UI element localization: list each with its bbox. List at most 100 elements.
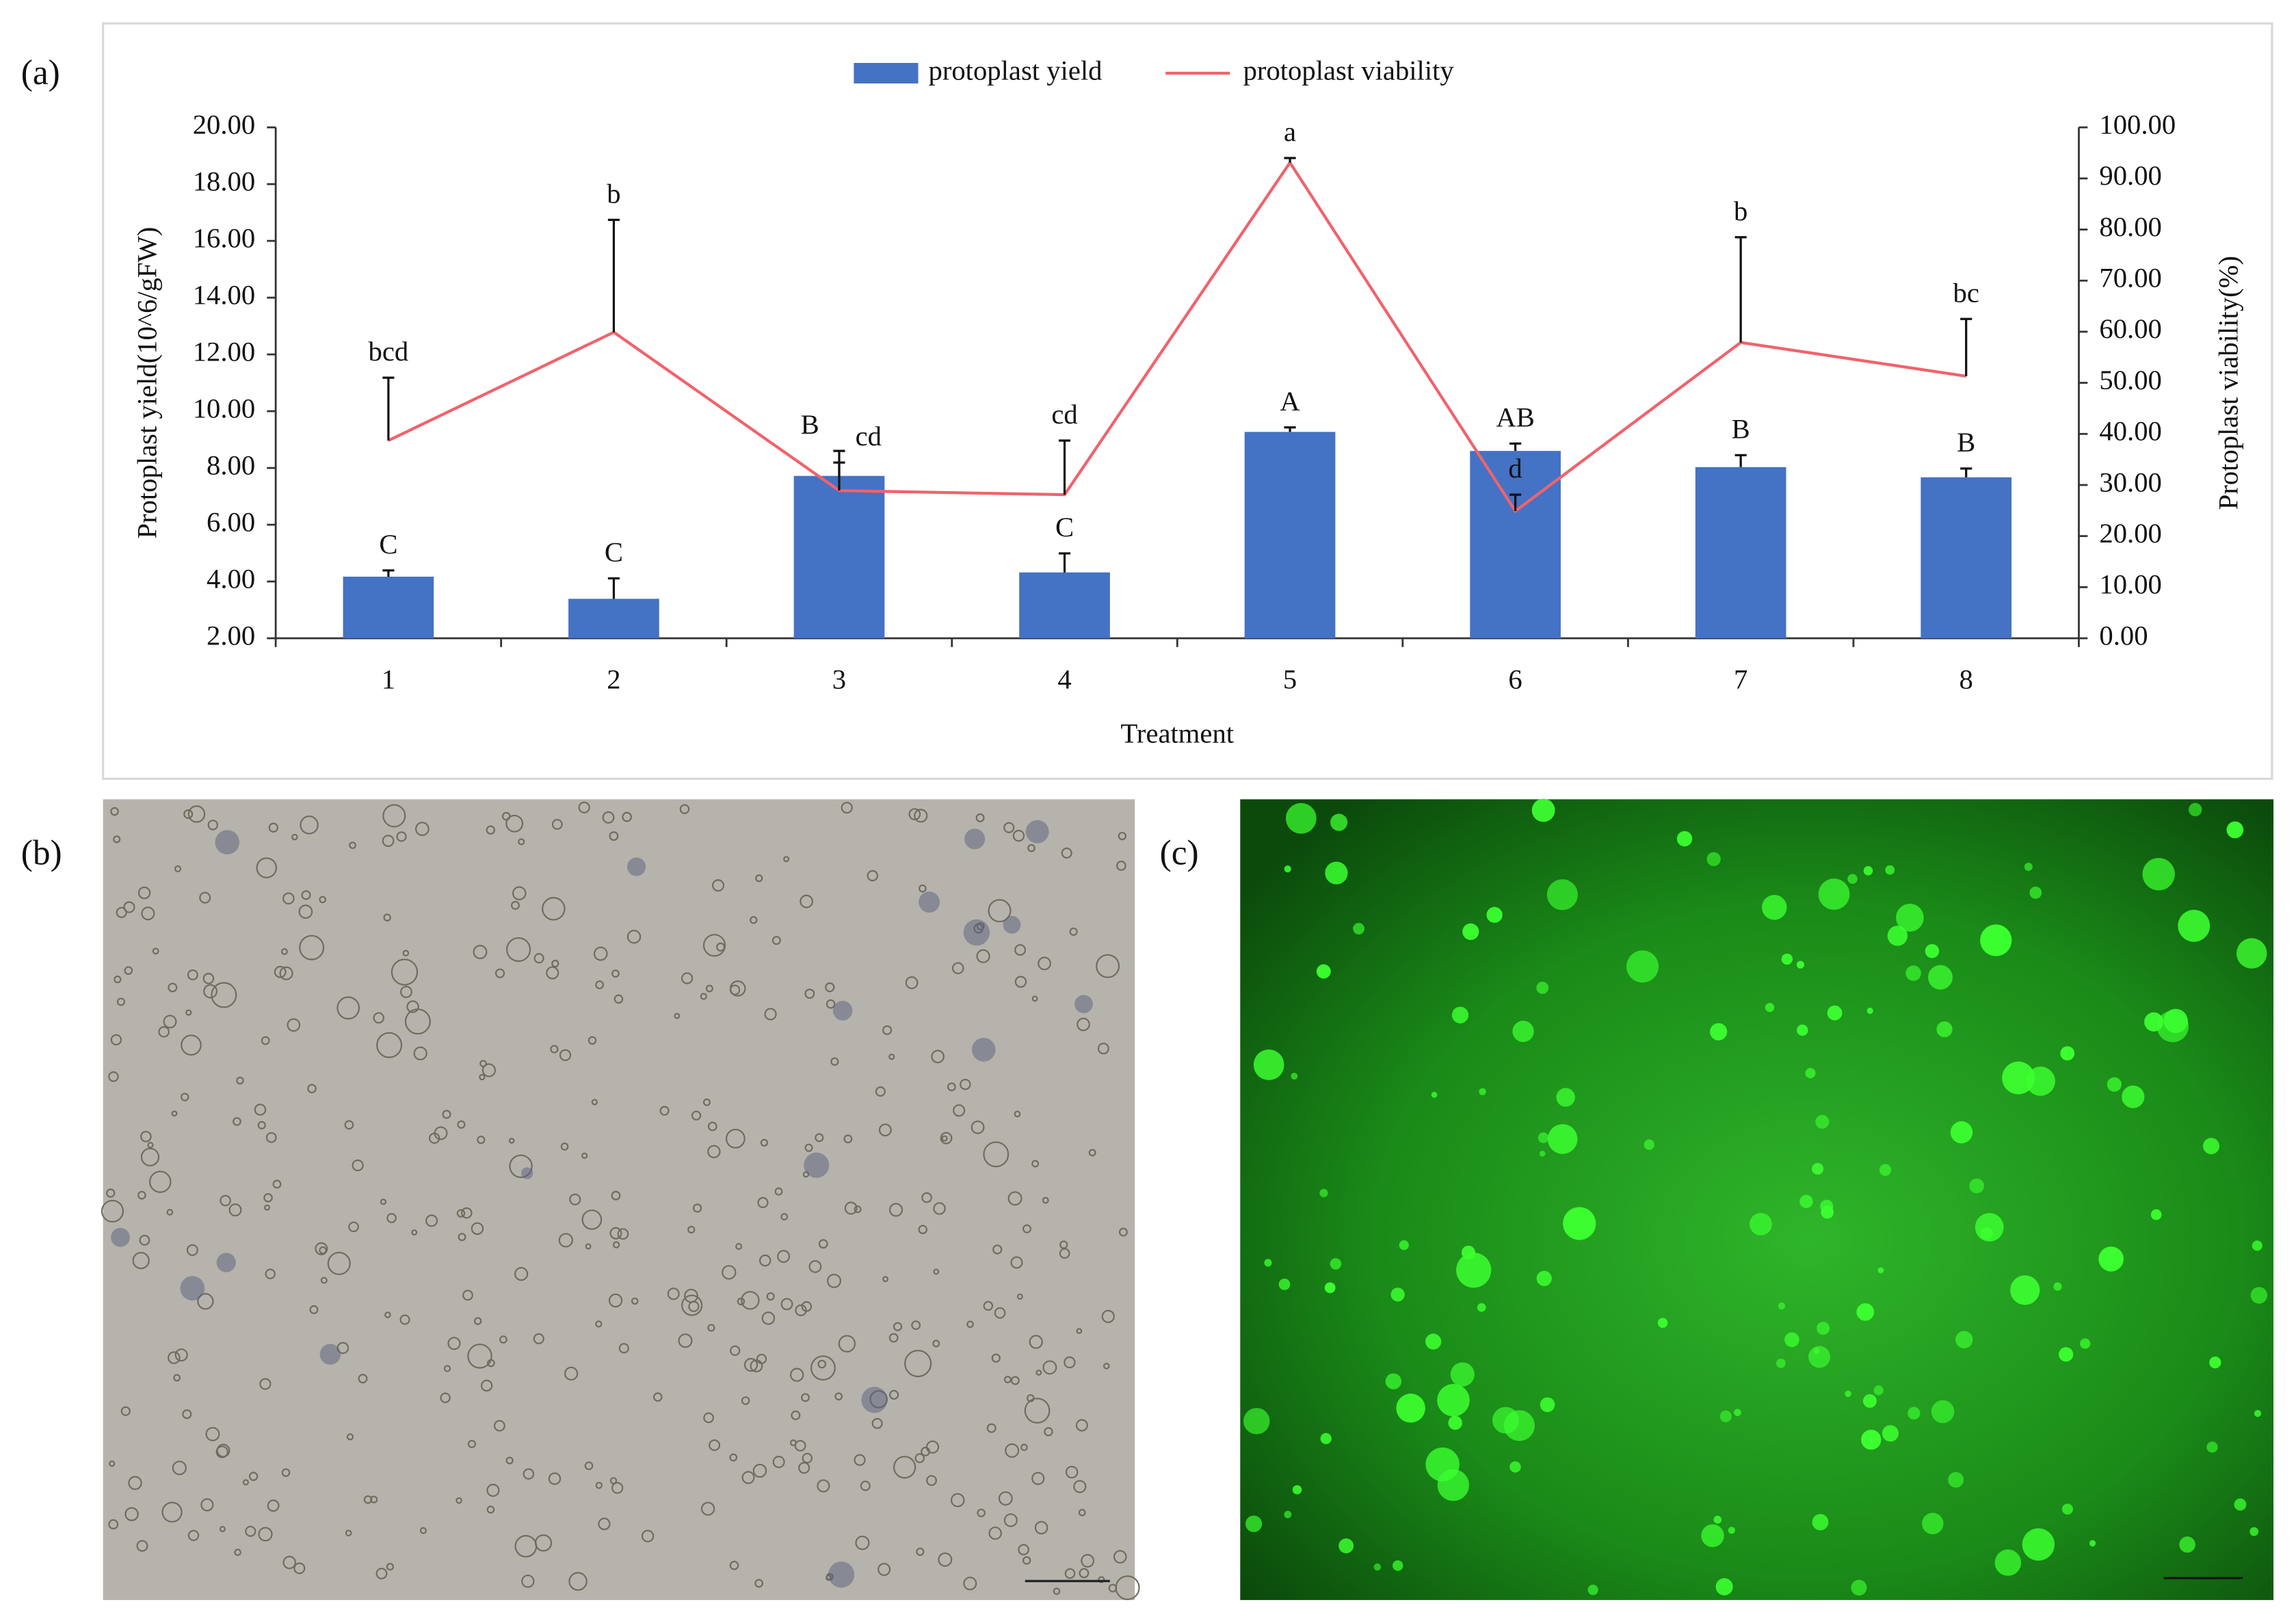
y-tick-label: 6.00 [207, 506, 255, 537]
cell [581, 1152, 588, 1159]
y-tick-label: 8.00 [207, 449, 255, 480]
protoplast [1587, 1584, 1598, 1595]
cell [521, 1574, 535, 1588]
cell [818, 1239, 828, 1249]
cell [263, 1193, 273, 1203]
protoplast [1330, 1258, 1342, 1270]
cell [1012, 829, 1025, 842]
cell [611, 1482, 624, 1494]
cell [1116, 861, 1126, 871]
protoplast [1546, 879, 1578, 911]
cell [878, 1562, 891, 1576]
protoplast [1950, 1121, 1973, 1144]
protoplast [1847, 874, 1858, 885]
protoplast [1797, 1024, 1808, 1036]
cell [1020, 1443, 1028, 1452]
cell [1076, 1328, 1083, 1334]
cell [533, 1333, 544, 1344]
cell [700, 1502, 715, 1516]
cell [752, 1463, 767, 1478]
cell [1014, 976, 1027, 988]
protoplast [1531, 798, 1555, 822]
cell [804, 1143, 813, 1152]
error-bar [833, 461, 845, 491]
debris [180, 1276, 205, 1301]
cell [611, 969, 620, 978]
cell [986, 1423, 997, 1433]
cell [419, 1527, 427, 1534]
cell [766, 1292, 775, 1301]
cell [301, 890, 311, 900]
y2-tick-label: 40.00 [2099, 416, 2161, 447]
cell [1064, 1568, 1076, 1579]
cell [810, 1355, 836, 1381]
protoplast [2226, 821, 2244, 839]
cell [254, 1103, 267, 1116]
cell [871, 1417, 883, 1429]
protoplast [1451, 1006, 1469, 1023]
cell [609, 1477, 618, 1484]
cell [319, 895, 327, 904]
debris [1003, 915, 1021, 934]
legend-swatch [854, 63, 919, 83]
protoplast [1456, 1253, 1492, 1288]
protoplast [1253, 1049, 1284, 1080]
cell [591, 1099, 598, 1106]
cell [110, 807, 119, 816]
cell [882, 1276, 888, 1283]
cell [667, 1287, 680, 1300]
cell [794, 1439, 806, 1452]
cell [299, 934, 325, 960]
cell [233, 1117, 241, 1126]
cell [512, 886, 527, 901]
cell [391, 958, 419, 986]
cell [914, 1453, 925, 1463]
cell [617, 1228, 629, 1240]
protoplast [1879, 1164, 1892, 1176]
error-bar [1509, 493, 1522, 512]
cell [147, 1142, 154, 1149]
cell [197, 1293, 214, 1310]
cell [1098, 1576, 1105, 1584]
y-tick-label: 14.00 [193, 279, 255, 310]
cell [827, 1273, 841, 1288]
x-tick-label: 1 [382, 664, 395, 695]
protoplast [1815, 1114, 1830, 1129]
protoplast [2178, 909, 2211, 942]
cell [523, 1468, 535, 1480]
cell [1064, 1356, 1076, 1369]
panel-label: (b) [21, 834, 62, 873]
cell [772, 1456, 785, 1469]
protoplast [1556, 1088, 1575, 1107]
cell [234, 1548, 241, 1556]
significance-label: cd [856, 421, 882, 452]
cell [161, 1502, 183, 1523]
cell [404, 1008, 431, 1035]
y2-tick-label: 70.00 [2099, 263, 2161, 293]
cell [345, 1530, 352, 1536]
protoplast [2089, 1540, 2096, 1547]
cell [1097, 1043, 1109, 1055]
error-bar [1960, 467, 1972, 478]
cell [707, 1144, 721, 1159]
cell [400, 986, 412, 998]
cell [406, 1000, 419, 1013]
cell [376, 1032, 403, 1058]
cell [274, 965, 287, 978]
protoplast [1477, 1303, 1486, 1312]
cell [602, 811, 615, 824]
significance-label: b [1734, 196, 1747, 226]
cell [838, 1335, 856, 1352]
protoplast [1536, 1270, 1552, 1286]
protoplast [1820, 1199, 1834, 1213]
cell [1022, 1556, 1031, 1565]
cell [352, 1159, 364, 1172]
cell [456, 1209, 466, 1218]
cell [1113, 1549, 1127, 1564]
cell [681, 1294, 703, 1316]
cell [977, 1508, 986, 1517]
cell [712, 879, 725, 892]
cell [358, 1374, 368, 1384]
cell [140, 1147, 160, 1166]
x-tick-label: 3 [832, 664, 846, 695]
